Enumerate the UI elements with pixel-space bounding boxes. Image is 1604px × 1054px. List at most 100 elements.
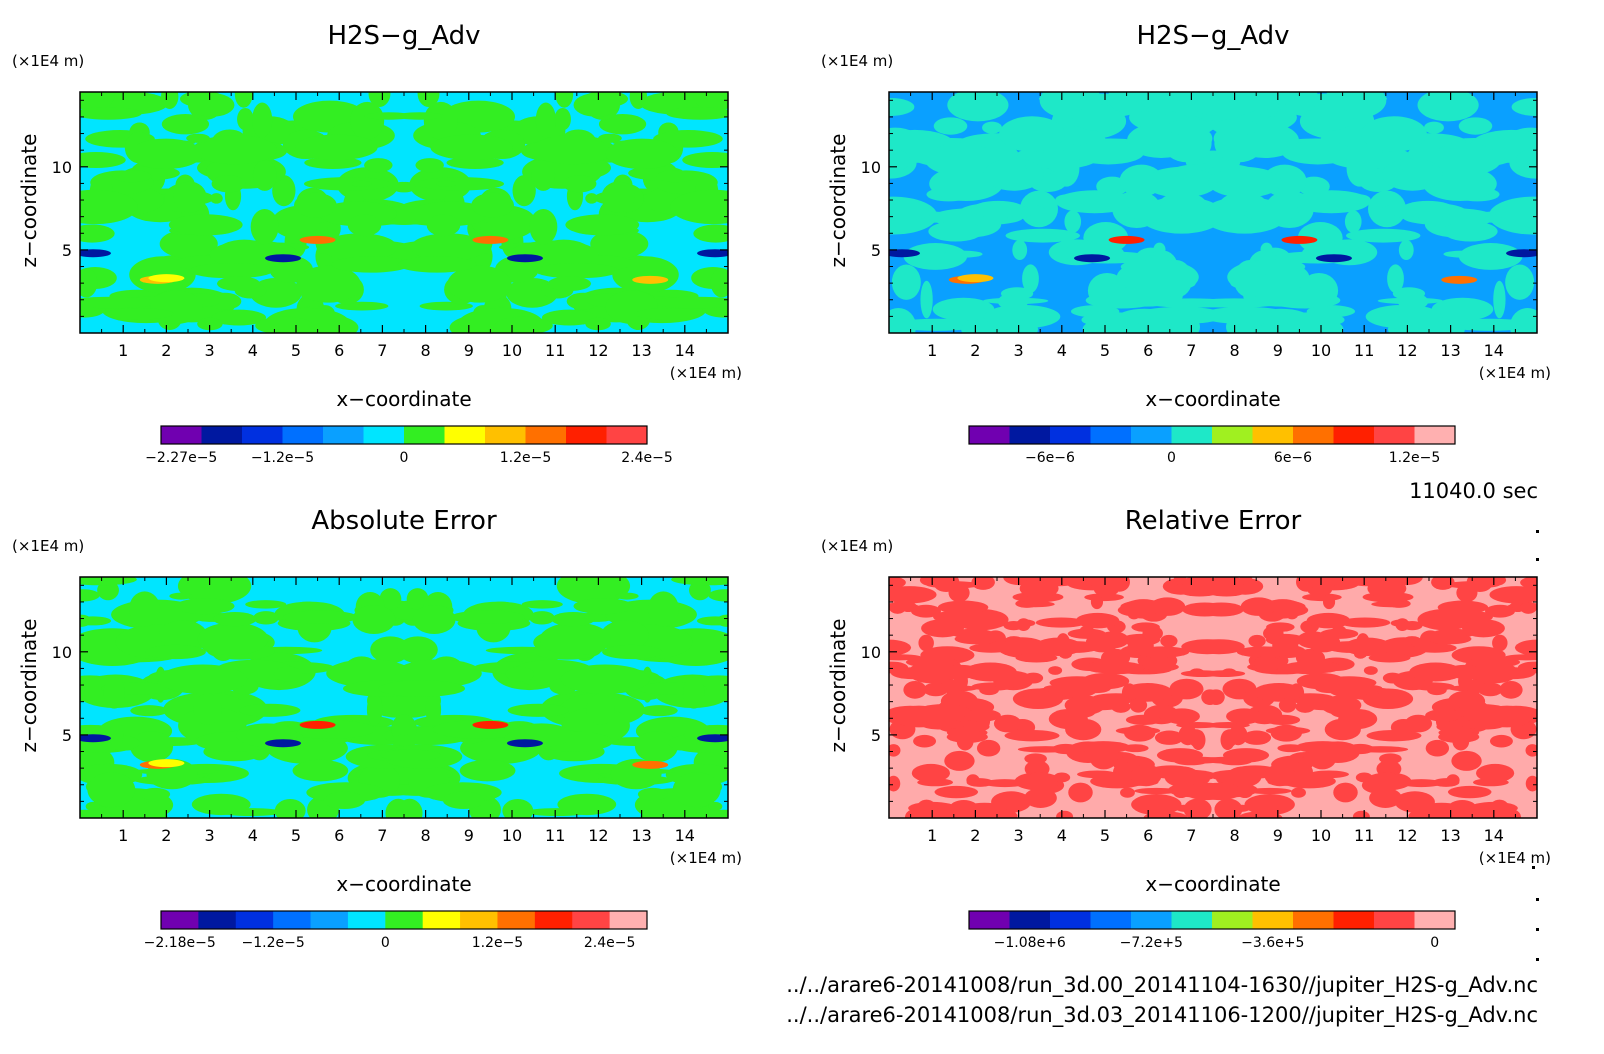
heatmap-patch <box>919 720 967 729</box>
heatmap-patch <box>1322 594 1336 610</box>
heatmap-patch <box>640 705 678 717</box>
heatmap-patch <box>213 611 257 627</box>
heatmap-patch <box>573 598 634 615</box>
heatmap-patch <box>1144 167 1218 198</box>
colorbar-swatch <box>1252 911 1294 929</box>
heatmap-patch <box>1183 798 1212 818</box>
heatmap-patch <box>395 112 444 120</box>
heatmap-patch <box>80 296 158 309</box>
heatmap-patch <box>1458 243 1523 270</box>
heatmap-patch <box>915 704 971 719</box>
heatmap-patch <box>189 263 274 279</box>
y-tick-label: 5 <box>62 726 72 745</box>
chart-panel-1: H2S−g_Adv(×1E4 m)1 2 3 4 5 6 7 8 9 10 11 12 13 14510(… <box>12 21 742 466</box>
heatmap-patch <box>1297 757 1311 779</box>
heatmap-patch <box>1208 167 1282 198</box>
colorbar-swatch <box>310 911 349 929</box>
heatmap-patch <box>1188 729 1204 748</box>
heatmap-patch <box>1173 308 1205 325</box>
heatmap-patch <box>889 97 915 116</box>
heatmap-patch <box>889 601 907 614</box>
heatmap-patch <box>130 731 174 763</box>
heatmap-patch <box>615 592 639 600</box>
x-tick-label: 14 <box>1484 341 1504 360</box>
heatmap-accent <box>1506 249 1537 258</box>
heatmap-patch <box>556 577 631 605</box>
heatmap-patch <box>1072 141 1144 165</box>
x-tick-label: 1 <box>118 826 128 845</box>
heatmap-patch <box>1064 695 1106 716</box>
heatmap-patch <box>903 680 927 699</box>
heatmap-accent <box>889 249 920 258</box>
y-unit-label: (×1E4 m) <box>821 537 893 555</box>
heatmap-patch <box>506 277 558 308</box>
heatmap-patch <box>347 214 382 237</box>
heatmap-patch <box>928 221 983 242</box>
heatmap-patch <box>273 666 303 682</box>
heatmap-patch <box>396 798 423 818</box>
heatmap-patch <box>1525 775 1537 792</box>
heatmap-patch <box>1135 646 1190 658</box>
heatmap-patch <box>585 317 611 331</box>
heatmap-patch <box>1519 601 1537 614</box>
heatmap-patch <box>80 152 126 168</box>
colorbar-swatch <box>969 426 1010 444</box>
heatmap-patch <box>1012 240 1028 261</box>
colorbar-label: −3.6e+5 <box>1241 935 1304 951</box>
colorbar-swatch <box>242 426 283 444</box>
heatmap-patch <box>177 577 252 605</box>
heatmap-patch <box>395 181 416 193</box>
heatmap-patch <box>192 135 278 165</box>
heatmap-patch <box>1226 708 1263 725</box>
heatmap-patch <box>1086 577 1120 588</box>
colorbar-swatch <box>282 426 324 444</box>
colorbar-swatch <box>273 911 312 929</box>
heatmap-accent <box>472 720 509 729</box>
heatmap-patch <box>934 785 979 799</box>
heatmap-accent <box>506 254 543 263</box>
heatmap-patch <box>140 787 171 801</box>
heatmap-patch <box>1299 272 1339 309</box>
heatmap-patch <box>889 308 917 333</box>
colorbar-label: 0 <box>400 450 409 466</box>
heatmap-accent <box>957 274 994 283</box>
heatmap-patch <box>1455 704 1511 719</box>
colorbar-swatch <box>198 911 237 929</box>
heatmap-patch <box>1048 666 1063 675</box>
heatmap-patch <box>889 775 901 792</box>
colorbar-swatch <box>534 911 573 929</box>
heatmap-patch <box>505 666 535 682</box>
colorbar-swatch <box>1171 426 1213 444</box>
chart-panel-3: Absolute Error(×1E4 m)1 2 3 4 5 6 7 8 9 10 11 12 13 1… <box>12 506 742 951</box>
heatmap-accent <box>632 760 669 769</box>
x-tick-label: 10 <box>502 341 522 360</box>
heatmap-patch <box>326 659 413 688</box>
heatmap-patch <box>933 117 968 135</box>
heatmap-patch <box>1511 97 1537 116</box>
heatmap-patch <box>1004 729 1060 742</box>
heatmap-patch <box>983 158 1044 191</box>
heatmap-patch <box>1096 631 1129 649</box>
colorbar-swatch <box>969 911 1010 929</box>
heatmap-field <box>889 92 1537 333</box>
colorbar-swatch <box>385 911 424 929</box>
heatmap-patch <box>693 224 728 243</box>
x-tick-label: 13 <box>631 826 651 845</box>
colorbar-label: 1.2e−5 <box>472 935 524 951</box>
heatmap-patch <box>601 181 635 213</box>
heatmap-patch <box>1452 732 1470 751</box>
heatmap-patch <box>1134 92 1199 110</box>
heatmap-patch <box>1424 121 1444 134</box>
heatmap-patch <box>410 233 487 262</box>
heatmap-patch <box>417 177 505 191</box>
heatmap-patch <box>1017 746 1074 753</box>
heatmap-patch <box>1485 604 1516 618</box>
heatmap-patch <box>426 214 461 237</box>
heatmap-patch <box>1333 782 1358 803</box>
heatmap-patch <box>1263 625 1284 641</box>
heatmap-accent <box>148 759 185 768</box>
x-tick-label: 3 <box>1014 341 1024 360</box>
y-tick-label: 5 <box>62 241 72 260</box>
colorbar-swatch <box>485 426 526 444</box>
heatmap-patch <box>600 620 649 650</box>
